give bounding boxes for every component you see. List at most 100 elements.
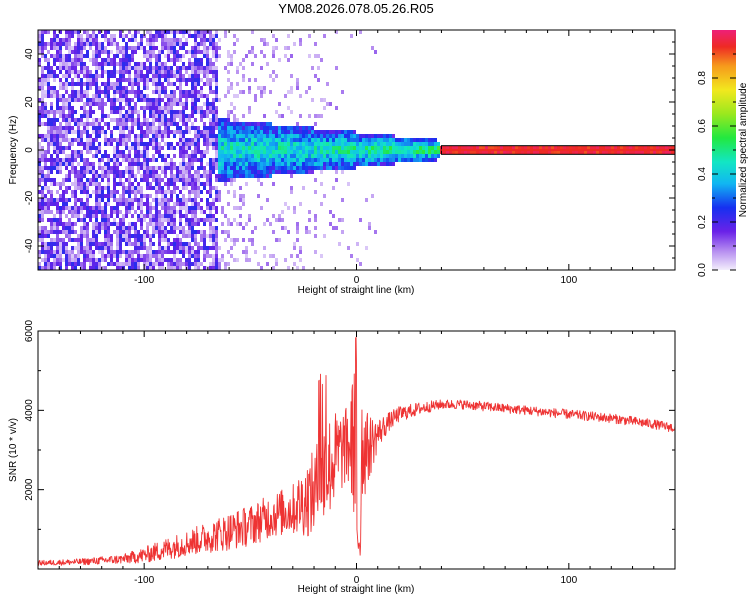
heatmap-cell [101, 50, 104, 54]
heatmap-cell [125, 254, 128, 258]
heatmap-cell [104, 202, 107, 206]
heatmap-cell [101, 214, 104, 218]
heatmap-cell [428, 146, 431, 150]
heatmap-cell [209, 206, 212, 210]
heatmap-cell [350, 154, 353, 158]
heatmap-cell [59, 206, 62, 210]
heatmap-cell [50, 178, 53, 182]
heatmap-cell [164, 90, 167, 94]
heatmap-cell [371, 142, 374, 146]
heatmap-cell [41, 70, 44, 74]
heatmap-cell [200, 38, 203, 42]
heatmap-cell [86, 250, 89, 254]
heatmap-cell [290, 138, 293, 142]
heatmap-cell [95, 194, 98, 198]
heatmap-cell [194, 214, 197, 218]
heatmap-cell [200, 210, 203, 214]
heatmap-cell [113, 38, 116, 42]
heatmap-cell [191, 66, 194, 70]
heatmap-cell [335, 166, 338, 170]
heatmap-cell [50, 162, 53, 166]
heatmap-cell [305, 126, 308, 130]
heatmap-cell [167, 178, 170, 182]
heatmap-cell [86, 130, 89, 134]
heatmap-cell [56, 218, 59, 222]
heatmap-cell [206, 190, 209, 194]
heatmap-cell [218, 142, 221, 146]
heatmap-cell [167, 154, 170, 158]
heatmap-cell [47, 42, 50, 46]
heatmap-cell [86, 202, 89, 206]
heatmap-cell [68, 158, 71, 162]
heatmap-cell [227, 234, 230, 238]
heatmap-cell [215, 158, 218, 162]
heatmap-cell [143, 246, 146, 250]
heatmap-cell [299, 202, 302, 206]
heatmap-cell [209, 222, 212, 226]
heatmap-cell [143, 146, 146, 150]
heatmap-cell [50, 134, 53, 138]
heatmap-cell [53, 238, 56, 242]
heatmap-cell [47, 126, 50, 130]
heatmap-cell [149, 126, 152, 130]
heatmap-cell [56, 106, 59, 110]
heatmap-cell [113, 222, 116, 226]
heatmap-cell [206, 178, 209, 182]
heatmap-cell [155, 182, 158, 186]
heatmap-cell [194, 70, 197, 74]
heatmap-cell [170, 94, 173, 98]
heatmap-cell [71, 98, 74, 102]
heatmap-cell [158, 142, 161, 146]
heatmap-cell [269, 126, 272, 130]
heatmap-cell [77, 150, 80, 154]
heatmap-cell [80, 154, 83, 158]
heatmap-cell [155, 158, 158, 162]
heatmap-cell [56, 130, 59, 134]
heatmap-cell [41, 90, 44, 94]
heatmap-cell [185, 230, 188, 234]
heatmap-cell [38, 82, 41, 86]
heatmap-cell [92, 170, 95, 174]
heatmap-cell [65, 198, 68, 202]
heatmap-cell [155, 54, 158, 58]
heatmap-cell [122, 86, 125, 90]
heatmap-cell [260, 138, 263, 142]
heatmap-cell [50, 182, 53, 186]
heatmap-cell [203, 186, 206, 190]
heatmap-cell [266, 162, 269, 166]
heatmap-cell [206, 218, 209, 222]
heatmap-cell [86, 98, 89, 102]
heatmap-cell [212, 54, 215, 58]
heatmap-cell [209, 190, 212, 194]
heatmap-cell [332, 186, 335, 190]
heatmap-cell [197, 242, 200, 246]
heatmap-cell [143, 114, 146, 118]
heatmap-cell [116, 214, 119, 218]
heatmap-cell [179, 90, 182, 94]
heatmap-cell [266, 130, 269, 134]
heatmap-cell [299, 130, 302, 134]
heatmap-cell [119, 250, 122, 254]
heatmap-cell [176, 142, 179, 146]
heatmap-cell [203, 150, 206, 154]
heatmap-cell [191, 82, 194, 86]
heatmap-cell [254, 126, 257, 130]
heatmap-cell [230, 222, 233, 226]
spectrogram-heatmap [38, 30, 675, 270]
heatmap-cell [47, 146, 50, 150]
heatmap-cell [353, 138, 356, 142]
heatmap-cell [50, 130, 53, 134]
heatmap-cell [236, 66, 239, 70]
heatmap-cell [122, 174, 125, 178]
heatmap-cell [182, 202, 185, 206]
x-tick-label: -100 [134, 275, 154, 286]
heatmap-cell [230, 82, 233, 86]
heatmap-cell [584, 150, 587, 154]
heatmap-cell [41, 38, 44, 42]
heatmap-cell [215, 142, 218, 146]
heatmap-cell [644, 150, 647, 154]
heatmap-cell [203, 66, 206, 70]
heatmap-cell [233, 126, 236, 130]
heatmap-cell [71, 70, 74, 74]
heatmap-cell [392, 154, 395, 158]
